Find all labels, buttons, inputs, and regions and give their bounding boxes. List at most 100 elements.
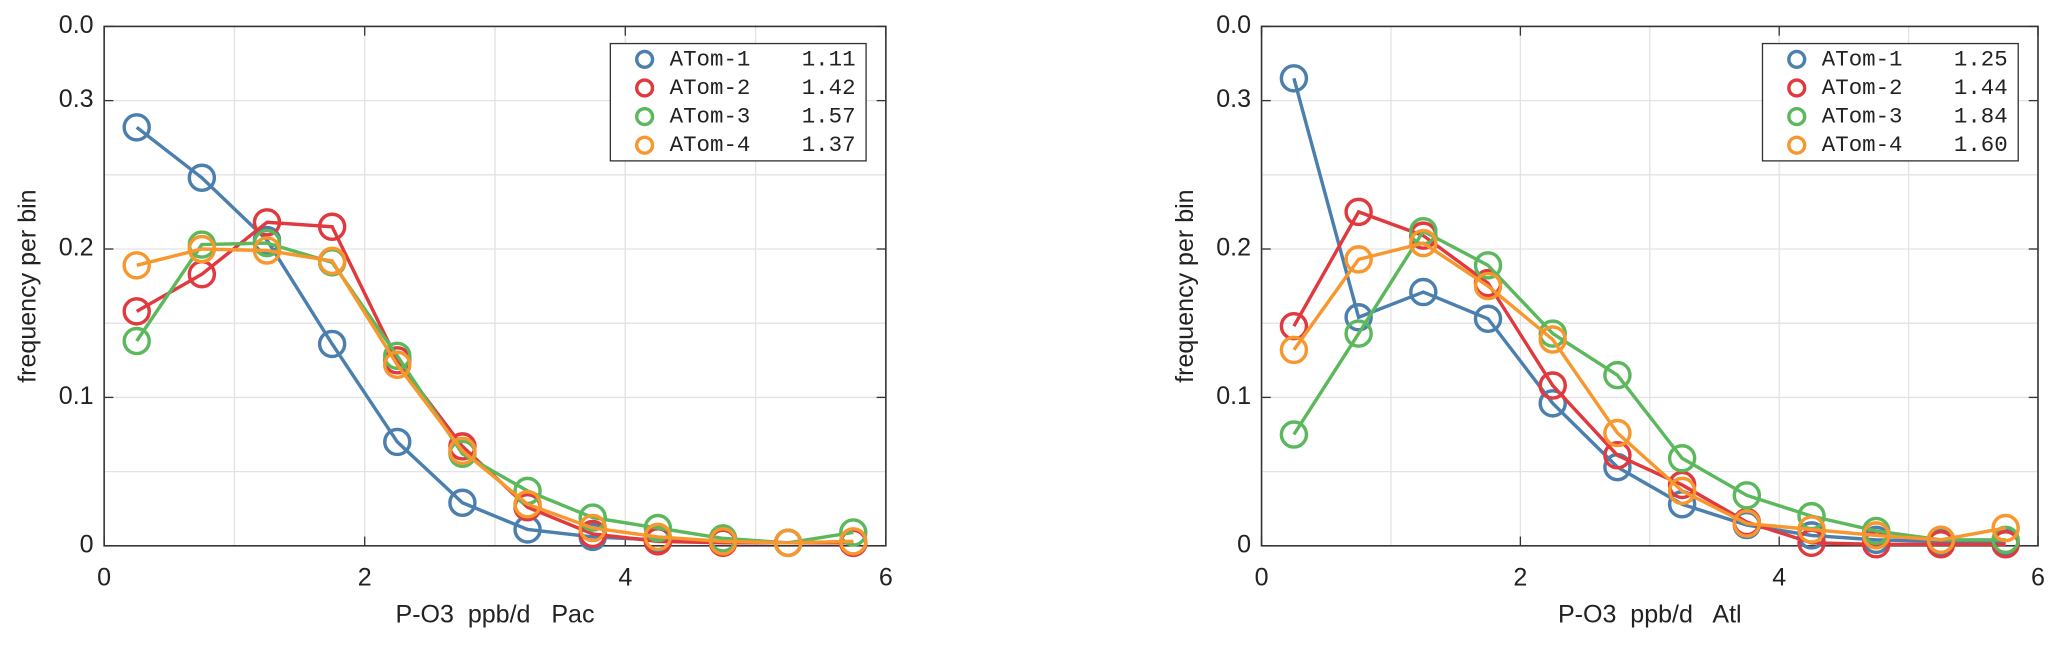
legend-stat: 1.84 [1954, 104, 2008, 130]
data-point [448, 488, 477, 518]
data-point [1409, 228, 1438, 258]
data-point [643, 522, 673, 552]
data-point [578, 503, 607, 532]
legend-stat: 1.25 [1954, 46, 2008, 72]
data-point [1667, 444, 1697, 473]
data-point [1603, 360, 1632, 390]
data-point [1732, 481, 1762, 510]
data-point [1538, 325, 1567, 354]
data-point [383, 341, 412, 371]
data-point [1344, 245, 1373, 274]
data-point [122, 297, 151, 326]
legend-label: ATom-4 [670, 132, 751, 158]
data-point [1279, 64, 1309, 93]
data-point [773, 528, 803, 558]
data-point [839, 527, 868, 556]
data-point [1344, 303, 1373, 332]
data-point [1991, 513, 2020, 543]
x-tick-label: 2 [1513, 563, 1527, 591]
y-tick-label: 0.0 [59, 11, 94, 39]
data-point [187, 163, 217, 193]
data-point [317, 212, 347, 241]
data-point [122, 113, 151, 142]
legend-marker [634, 78, 655, 98]
data-point [1538, 371, 1567, 400]
legend-stat: 1.60 [1954, 132, 2008, 158]
data-point [317, 246, 347, 276]
y-tick-label: 0.1 [59, 382, 94, 410]
y-axis-label: frequency per bin [1171, 189, 1199, 382]
data-point [1926, 525, 1956, 555]
legend-marker [1787, 49, 1807, 69]
legend-stat: 1.37 [802, 132, 856, 158]
data-point [1473, 271, 1503, 301]
legend-label: ATom-3 [670, 104, 751, 130]
data-point [1538, 389, 1567, 418]
data-point [578, 513, 607, 543]
data-point [513, 490, 542, 519]
x-axis-label: P-O3 ppb/d Atl [1558, 600, 1742, 628]
plot-frame [103, 25, 887, 547]
data-point [1279, 420, 1309, 449]
data-point [839, 518, 868, 547]
data-point [383, 350, 412, 379]
data-point [317, 329, 347, 359]
data-point [1344, 319, 1373, 348]
legend-marker [1787, 135, 1807, 155]
legend-label: ATom-4 [1822, 132, 1903, 158]
legend-label: ATom-2 [670, 75, 751, 101]
legend-label: ATom-1 [1822, 46, 1903, 72]
plot-frame [1260, 25, 2039, 547]
x-axis-label: P-O3 ppb/d Pac [396, 600, 595, 628]
data-point [252, 228, 282, 258]
x-tick-label: 0 [97, 563, 111, 591]
legend-label: ATom-3 [1822, 104, 1903, 130]
x-tick-label: 0 [1255, 563, 1269, 591]
data-point [187, 234, 217, 264]
y-tick-label: 0.0 [1216, 11, 1251, 39]
y-tick-label: 0.3 [59, 85, 94, 113]
data-point [1797, 515, 1826, 544]
data-point [1603, 441, 1632, 470]
data-point [1991, 525, 2020, 555]
legend-stat: 1.44 [1954, 75, 2008, 101]
y-tick-label: 0.2 [1216, 234, 1251, 262]
data-point [708, 527, 738, 556]
data-point [1603, 418, 1632, 448]
legend-label: ATom-2 [1822, 75, 1903, 101]
data-point [1862, 521, 1891, 550]
legend-label: ATom-1 [670, 46, 751, 72]
legend-stat: 1.11 [802, 46, 856, 72]
legend-marker [1787, 78, 1807, 98]
data-point [252, 208, 282, 237]
data-point [1667, 476, 1697, 506]
data-point [1344, 197, 1373, 227]
data-point [122, 251, 151, 280]
x-tick-label: 6 [879, 563, 893, 591]
data-point [383, 427, 412, 457]
data-point [252, 236, 282, 265]
data-point [643, 513, 673, 543]
y-tick-label: 0.2 [59, 234, 94, 262]
y-tick-label: 0.3 [1216, 85, 1251, 113]
data-point [448, 436, 477, 466]
data-point [1279, 335, 1309, 365]
y-tick-label: 0 [80, 530, 94, 558]
data-point [122, 326, 151, 356]
x-tick-label: 2 [358, 563, 372, 591]
legend-stat: 1.42 [802, 75, 856, 101]
data-point [1473, 304, 1503, 333]
y-tick-label: 0 [1237, 530, 1251, 558]
chart: 0 0.1 0.2 0.3 0.0 0 2 4 6 P-O3 ppb/d Pac frequency… [14, 11, 893, 628]
legend-stat: 1.57 [802, 104, 856, 130]
legend-marker [1787, 106, 1807, 127]
x-tick-label: 6 [2031, 563, 2045, 591]
data-point [1409, 277, 1438, 307]
data-point [1473, 251, 1503, 280]
y-axis-label: frequency per bin [14, 189, 42, 382]
chart: 0 0.1 0.2 0.3 0.0 0 2 4 6 P-O3 ppb/d Atl frequency… [1171, 11, 2045, 628]
data-point [1732, 509, 1762, 538]
legend-marker [634, 135, 655, 155]
